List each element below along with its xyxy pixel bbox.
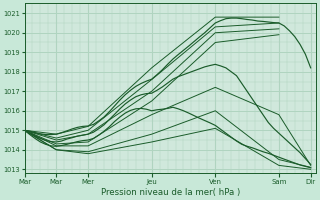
X-axis label: Pression niveau de la mer( hPa ): Pression niveau de la mer( hPa ) [100,188,240,197]
